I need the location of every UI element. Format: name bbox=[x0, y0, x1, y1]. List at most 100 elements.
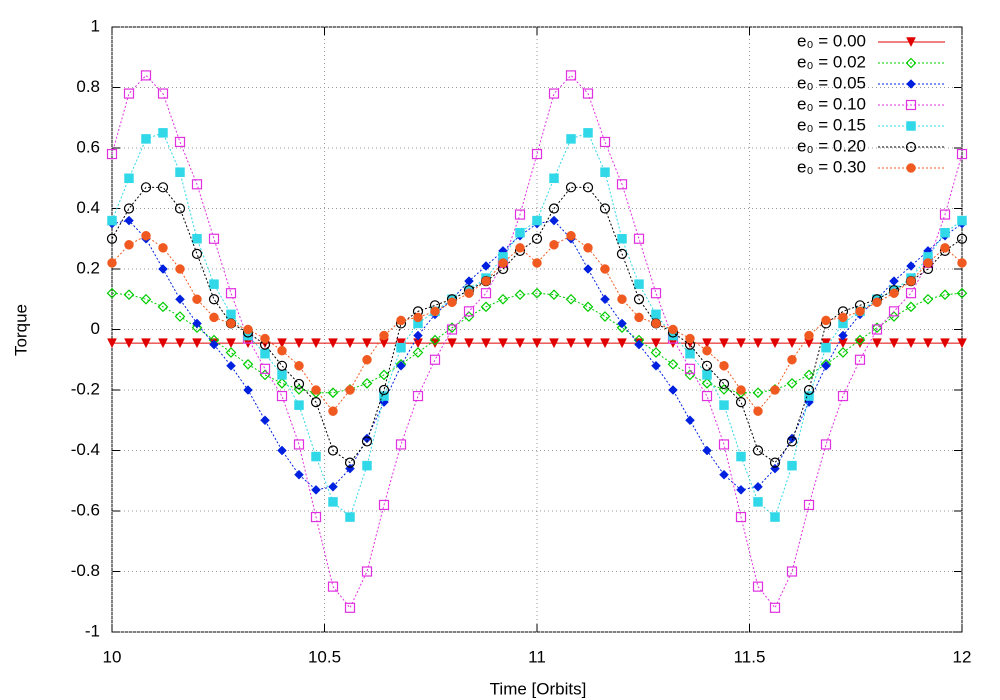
marker bbox=[141, 338, 151, 349]
marker bbox=[106, 287, 118, 299]
marker bbox=[191, 248, 203, 259]
marker bbox=[770, 385, 780, 395]
marker bbox=[616, 322, 628, 334]
marker bbox=[617, 318, 627, 329]
marker bbox=[702, 370, 712, 380]
marker bbox=[872, 338, 882, 349]
marker bbox=[345, 338, 355, 349]
y-tick-label: 0.4 bbox=[76, 198, 100, 217]
marker bbox=[701, 360, 713, 371]
marker bbox=[617, 294, 627, 304]
marker bbox=[345, 385, 355, 395]
marker bbox=[701, 377, 713, 389]
marker bbox=[480, 288, 492, 299]
marker bbox=[158, 128, 168, 138]
marker bbox=[651, 360, 661, 371]
marker bbox=[736, 338, 746, 349]
marker bbox=[192, 234, 202, 244]
series-line bbox=[111, 292, 963, 394]
marker bbox=[532, 338, 542, 349]
marker bbox=[871, 324, 883, 335]
marker bbox=[889, 338, 899, 349]
marker bbox=[821, 342, 831, 353]
legend-label: e₀ = 0.05 bbox=[797, 73, 866, 92]
marker bbox=[378, 384, 390, 396]
marker bbox=[889, 288, 899, 298]
marker bbox=[106, 148, 118, 160]
marker bbox=[174, 203, 186, 214]
marker bbox=[957, 215, 967, 226]
marker bbox=[464, 288, 474, 298]
marker bbox=[175, 294, 185, 305]
marker bbox=[463, 306, 475, 317]
marker bbox=[888, 311, 900, 322]
marker bbox=[718, 384, 730, 395]
marker bbox=[106, 233, 118, 244]
marker bbox=[226, 360, 236, 371]
marker bbox=[906, 261, 916, 271]
marker bbox=[141, 230, 151, 241]
marker bbox=[362, 338, 372, 349]
marker bbox=[497, 293, 509, 305]
marker bbox=[685, 415, 695, 426]
marker bbox=[481, 261, 491, 271]
marker bbox=[311, 338, 321, 349]
marker bbox=[311, 385, 321, 395]
marker bbox=[838, 312, 848, 323]
marker bbox=[327, 581, 339, 592]
marker bbox=[600, 294, 610, 305]
marker bbox=[957, 258, 967, 268]
marker bbox=[786, 566, 798, 577]
marker bbox=[413, 330, 423, 341]
marker bbox=[940, 338, 950, 349]
marker bbox=[787, 338, 797, 349]
marker bbox=[123, 203, 135, 214]
marker bbox=[259, 363, 271, 374]
marker bbox=[633, 294, 645, 305]
series-line bbox=[111, 220, 963, 491]
marker bbox=[582, 88, 594, 99]
marker bbox=[481, 276, 491, 286]
marker bbox=[310, 397, 322, 408]
marker bbox=[549, 240, 559, 250]
marker bbox=[582, 301, 594, 313]
marker bbox=[804, 330, 814, 341]
y-tick-label: -0.8 bbox=[71, 561, 100, 580]
marker bbox=[820, 439, 832, 450]
marker bbox=[294, 338, 304, 349]
y-tick-label: -0.4 bbox=[71, 440, 100, 459]
marker bbox=[294, 361, 304, 371]
marker bbox=[634, 339, 644, 350]
marker bbox=[226, 338, 236, 349]
marker bbox=[362, 433, 372, 444]
marker bbox=[872, 297, 882, 308]
marker bbox=[940, 243, 950, 253]
marker bbox=[956, 287, 968, 299]
marker bbox=[107, 215, 117, 226]
marker bbox=[753, 406, 763, 416]
x-tick-label: 12 bbox=[953, 647, 972, 666]
marker bbox=[158, 243, 168, 253]
marker bbox=[277, 370, 287, 380]
marker bbox=[344, 457, 356, 468]
y-tick-label: 0 bbox=[91, 319, 100, 338]
marker bbox=[124, 173, 134, 183]
marker bbox=[583, 264, 593, 274]
marker bbox=[260, 333, 270, 344]
x-tick-label: 11.5 bbox=[734, 647, 766, 666]
marker bbox=[276, 390, 288, 402]
series-line bbox=[111, 74, 963, 609]
marker bbox=[770, 512, 780, 522]
marker bbox=[396, 342, 406, 353]
y-tick-label: 0.6 bbox=[76, 137, 100, 156]
marker bbox=[837, 390, 849, 402]
marker bbox=[549, 173, 559, 183]
y-tick-label: 1 bbox=[91, 16, 100, 35]
marker bbox=[429, 334, 441, 346]
marker bbox=[719, 469, 729, 480]
marker bbox=[617, 338, 627, 349]
marker bbox=[769, 602, 781, 613]
marker bbox=[565, 293, 577, 305]
marker bbox=[328, 481, 338, 492]
